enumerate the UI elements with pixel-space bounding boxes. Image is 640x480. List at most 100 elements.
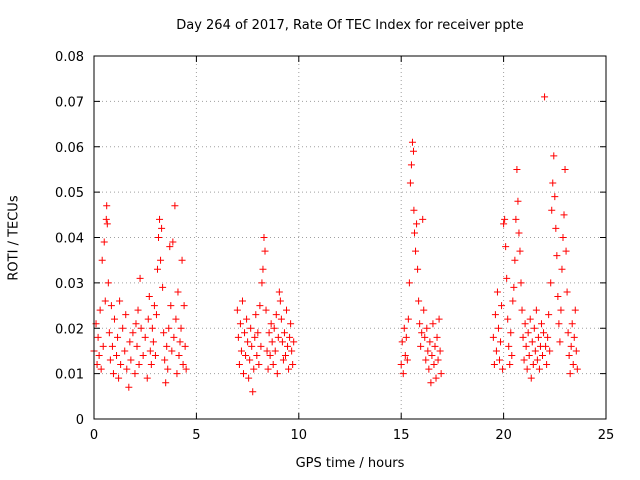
data-point (539, 351, 547, 359)
data-point (136, 274, 144, 282)
data-point (499, 365, 507, 373)
data-point (434, 356, 442, 364)
data-point (132, 320, 140, 328)
data-point (137, 324, 145, 332)
data-point (540, 329, 548, 337)
data-point (436, 347, 444, 355)
data-point (168, 347, 176, 355)
data-point (247, 324, 255, 332)
y-tick-label: 0.05 (55, 186, 84, 201)
data-point (541, 93, 549, 101)
data-point (506, 361, 514, 369)
x-axis-label: GPS time / hours (295, 456, 405, 471)
data-point (284, 342, 292, 350)
data-point (549, 179, 557, 187)
data-point (238, 297, 246, 305)
data-point (437, 370, 445, 378)
data-point (401, 351, 409, 359)
data-point (169, 238, 177, 246)
data-point (177, 324, 185, 332)
data-point (152, 311, 160, 319)
data-point (158, 224, 166, 232)
data-point (517, 279, 525, 287)
data-point (246, 356, 254, 364)
data-point (144, 315, 152, 323)
data-point (116, 297, 124, 305)
data-point (435, 315, 443, 323)
data-point (157, 256, 165, 264)
data-point (290, 338, 298, 346)
data-point (569, 361, 577, 369)
data-point (150, 302, 158, 310)
data-point (430, 361, 438, 369)
data-point (252, 311, 260, 319)
data-point (509, 297, 517, 305)
x-tick-label: 0 (90, 428, 98, 443)
data-point (113, 351, 121, 359)
data-point (519, 333, 527, 341)
data-point (528, 338, 536, 346)
data-point (571, 306, 579, 314)
data-point (94, 333, 102, 341)
data-point (513, 165, 521, 173)
data-point (287, 320, 295, 328)
y-tick-label: 0 (76, 413, 84, 428)
data-point (418, 329, 426, 337)
data-point (286, 333, 294, 341)
data-point (402, 333, 410, 341)
data-point (560, 211, 568, 219)
data-point (100, 238, 108, 246)
data-point (501, 215, 509, 223)
data-point (498, 302, 506, 310)
data-point (408, 138, 416, 146)
data-point (115, 374, 123, 382)
data-point (244, 338, 252, 346)
data-point (271, 347, 279, 355)
data-point (268, 338, 276, 346)
data-point (122, 311, 130, 319)
data-point (518, 306, 526, 314)
data-point (398, 338, 406, 346)
data-point (171, 202, 179, 210)
data-point (547, 279, 555, 287)
data-point (289, 361, 297, 369)
data-point (409, 147, 417, 155)
data-point (515, 229, 523, 237)
data-point (175, 351, 183, 359)
data-point (155, 234, 163, 241)
data-point (278, 338, 286, 346)
data-point (543, 361, 551, 369)
data-point (419, 215, 427, 223)
data-point (146, 347, 154, 355)
y-tick-label: 0.02 (55, 322, 84, 337)
data-point (276, 297, 284, 305)
data-point (405, 279, 413, 287)
data-point (104, 279, 112, 287)
data-point (412, 247, 420, 255)
data-point (554, 292, 562, 300)
data-point (423, 324, 431, 332)
data-point (255, 361, 263, 369)
data-point (237, 347, 245, 355)
data-point (123, 365, 131, 373)
data-point (259, 265, 267, 273)
data-point (103, 220, 111, 228)
data-point (121, 347, 129, 355)
x-tick-label: 20 (495, 428, 512, 443)
data-point (415, 297, 423, 305)
data-point (397, 361, 405, 369)
data-point (489, 333, 497, 341)
data-point (545, 311, 553, 319)
data-point (558, 265, 566, 273)
data-point (507, 329, 515, 337)
data-point (546, 347, 554, 355)
data-point (281, 351, 289, 359)
data-point (510, 283, 518, 291)
data-point (148, 324, 156, 332)
data-point (108, 342, 116, 350)
data-point (516, 247, 524, 255)
data-point (525, 351, 533, 359)
data-point (573, 365, 581, 373)
data-point (522, 342, 530, 350)
data-point (236, 320, 244, 328)
